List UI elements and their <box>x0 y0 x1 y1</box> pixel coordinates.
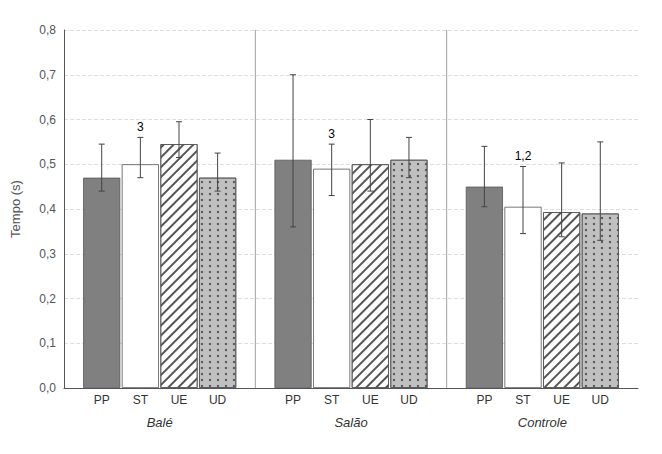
svg-text:PP: PP <box>94 393 110 407</box>
svg-text:0,7: 0,7 <box>39 68 56 82</box>
svg-text:Controle: Controle <box>518 415 567 430</box>
svg-text:PP: PP <box>476 393 492 407</box>
svg-text:0,8: 0,8 <box>39 23 56 37</box>
svg-text:3: 3 <box>328 127 335 141</box>
svg-text:Tempo (s): Tempo (s) <box>8 180 23 238</box>
svg-text:UE: UE <box>171 393 188 407</box>
svg-text:UE: UE <box>553 393 570 407</box>
svg-text:0,2: 0,2 <box>39 292 56 306</box>
svg-text:ST: ST <box>324 393 340 407</box>
svg-text:UE: UE <box>362 393 379 407</box>
svg-text:3: 3 <box>137 120 144 134</box>
svg-text:UD: UD <box>209 393 227 407</box>
svg-text:UD: UD <box>400 393 418 407</box>
svg-text:Salão: Salão <box>334 415 367 430</box>
svg-text:ST: ST <box>515 393 531 407</box>
svg-text:0,3: 0,3 <box>39 247 56 261</box>
svg-text:0,4: 0,4 <box>39 202 56 216</box>
svg-text:0,0: 0,0 <box>39 381 56 395</box>
svg-text:PP: PP <box>285 393 301 407</box>
svg-text:1,2: 1,2 <box>515 149 532 163</box>
svg-text:0,5: 0,5 <box>39 157 56 171</box>
svg-text:UD: UD <box>592 393 610 407</box>
svg-text:ST: ST <box>133 393 149 407</box>
svg-text:Balé: Balé <box>147 415 173 430</box>
svg-text:0,6: 0,6 <box>39 113 56 127</box>
svg-text:0,1: 0,1 <box>39 336 56 350</box>
